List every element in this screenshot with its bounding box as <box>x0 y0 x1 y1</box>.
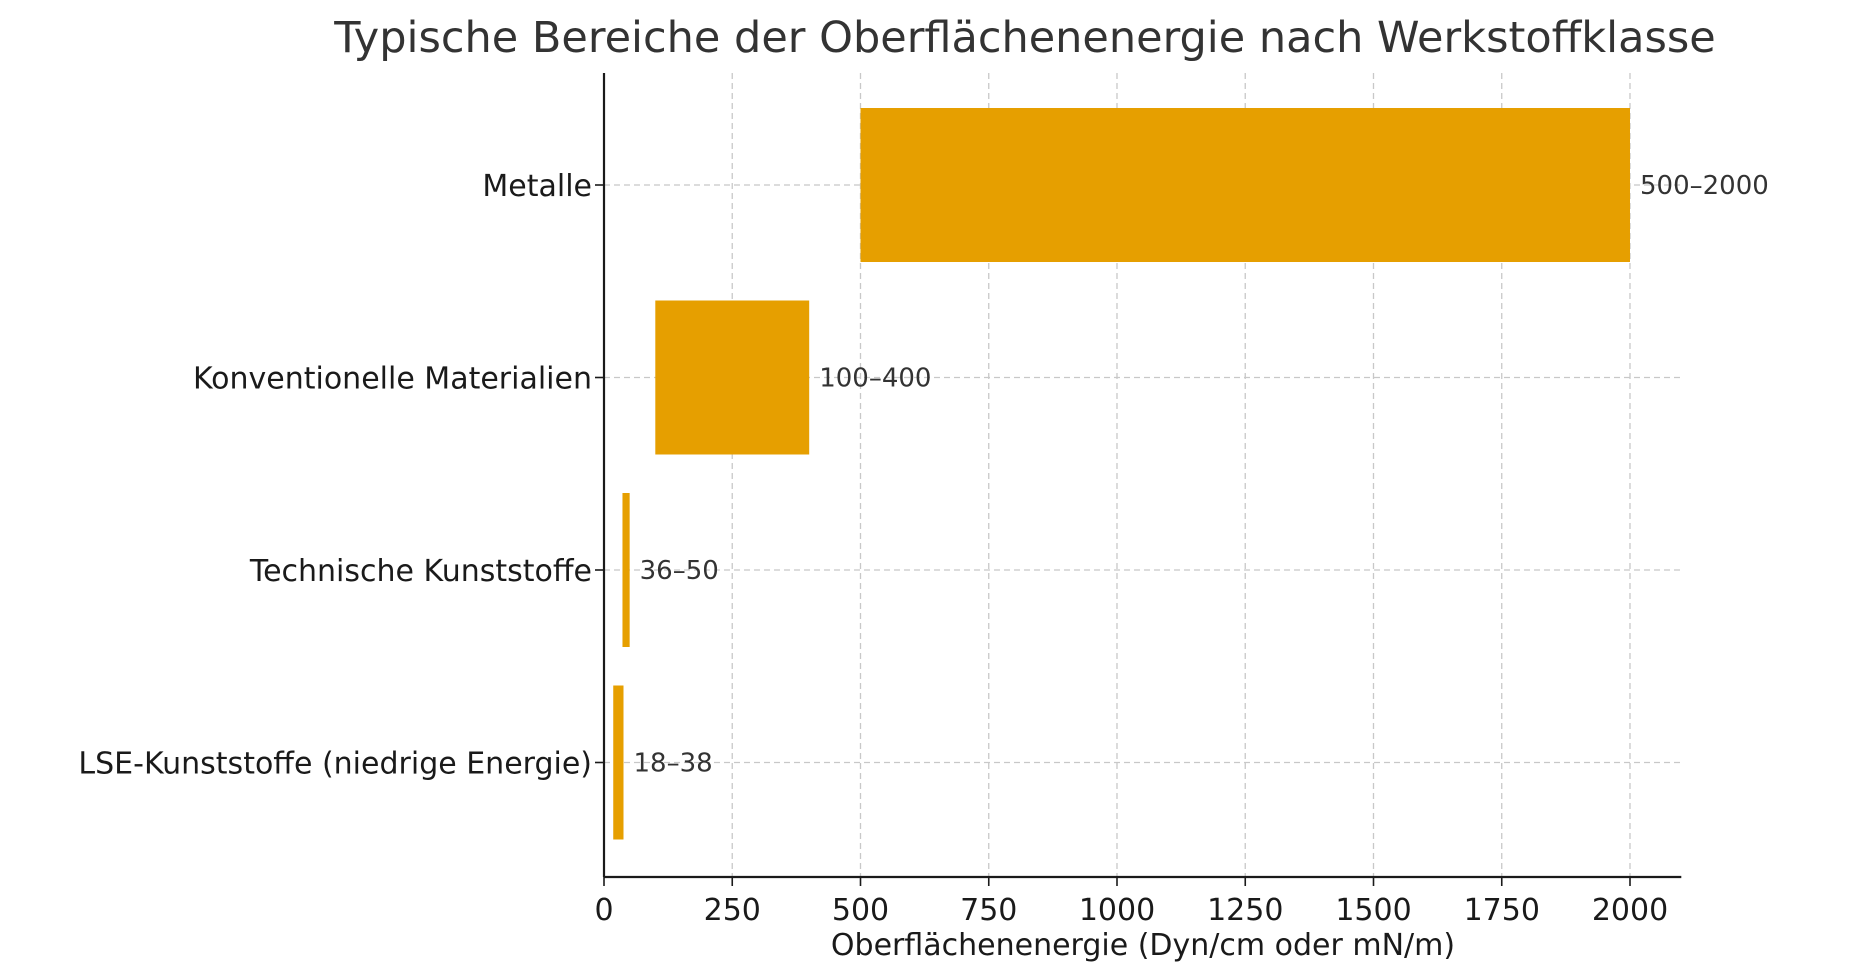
data-label: 18–38 <box>633 749 712 779</box>
x-tick-label: 1000 <box>1079 893 1155 928</box>
data-label: 36–50 <box>640 556 719 586</box>
x-tick-label: 1500 <box>1335 893 1411 928</box>
x-tick-label: 1250 <box>1207 893 1283 928</box>
x-ticks: 0 250 500 750 1000 1250 1500 1750 2000 <box>594 877 1668 928</box>
data-label: 500–2000 <box>1640 171 1769 201</box>
x-axis-label: Oberflächenenergie (Dyn/cm oder mN/m) <box>831 928 1455 963</box>
x-tick-label: 1750 <box>1464 893 1540 928</box>
data-labels: 500–2000 100–400 36–50 18–38 <box>633 171 1768 779</box>
data-label: 100–400 <box>819 364 931 394</box>
category-label: LSE-Kunststoffe (niedrige Energie) <box>78 747 592 782</box>
category-label: Konventionelle Materialien <box>193 362 592 397</box>
bar <box>613 685 624 840</box>
category-label: Metalle <box>482 169 592 204</box>
x-tick-label: 2000 <box>1592 893 1668 928</box>
category-label: Technische Kunststoffe <box>249 554 592 589</box>
chart-title: Typische Bereiche der Oberflächenenergie… <box>333 13 1716 63</box>
x-tick-label: 250 <box>704 893 761 928</box>
bars-layer <box>613 108 1630 840</box>
x-tick-label: 750 <box>960 893 1017 928</box>
bar <box>622 493 630 647</box>
x-tick-label: 500 <box>832 893 889 928</box>
x-tick-label: 0 <box>594 893 613 928</box>
bar <box>655 300 810 455</box>
bar <box>860 108 1630 262</box>
y-ticks: Metalle Konventionelle Materialien Technis… <box>78 169 604 782</box>
